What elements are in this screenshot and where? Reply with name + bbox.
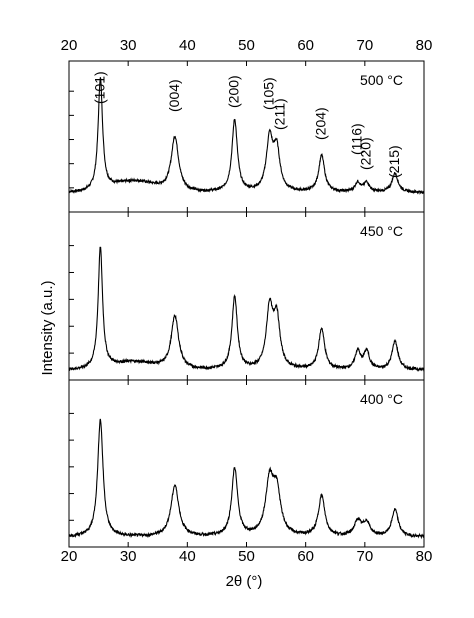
bottom-tick-label: 30 (120, 548, 137, 565)
x-axis-label: 2θ (°) (226, 573, 263, 590)
y-axis-label: Intensity (a.u.) (39, 280, 56, 375)
top-tick-label: 60 (297, 37, 314, 54)
peak-label: (220) (358, 137, 374, 170)
peak-label: (004) (166, 79, 182, 112)
panel-1: 450 °C (68, 211, 425, 381)
panel-temperature-label: 500 °C (360, 72, 403, 88)
top-tick-label: 20 (61, 37, 78, 54)
top-tick-label: 30 (120, 37, 137, 54)
top-tick-label: 80 (416, 37, 433, 54)
peak-label: (105) (261, 77, 277, 110)
bottom-tick-label: 60 (297, 548, 314, 565)
panel-2: 400 °C (68, 379, 425, 548)
peak-label: (200) (226, 75, 242, 108)
panel-temperature-label: 400 °C (360, 391, 403, 407)
peak-index-labels: (101) (004) (200) (105)(211) (204) (116)(220)… (91, 71, 402, 178)
panel-0: 500 °C (68, 60, 425, 213)
top-tick-label: 50 (238, 37, 255, 54)
bottom-tick-label: 70 (356, 548, 373, 565)
xrd-series-line (68, 77, 425, 195)
peak-label: (204) (313, 107, 329, 140)
bottom-tick-label: 20 (61, 548, 78, 565)
peak-label: (215) (386, 145, 402, 178)
top-tick-label: 40 (179, 37, 196, 54)
bottom-tick-label: 40 (179, 548, 196, 565)
top-tick-label: 70 (356, 37, 373, 54)
bottom-tick-label: 50 (238, 548, 255, 565)
xrd-series-line (68, 246, 425, 373)
top-x-axis-tick-labels: 20 30 40 50 60 70 80 (61, 37, 433, 54)
peak-label: (211) (272, 98, 288, 130)
xrd-series-line (68, 418, 425, 540)
panel-temperature-label: 450 °C (360, 223, 403, 239)
bottom-x-axis-tick-labels: 20 30 40 50 60 70 80 (61, 548, 433, 565)
bottom-tick-label: 80 (416, 548, 433, 565)
peak-label: (116) (349, 123, 365, 155)
chart-panels: 500 °C 450 °C 400 °C (68, 60, 425, 548)
peak-label: (101) (91, 71, 107, 104)
